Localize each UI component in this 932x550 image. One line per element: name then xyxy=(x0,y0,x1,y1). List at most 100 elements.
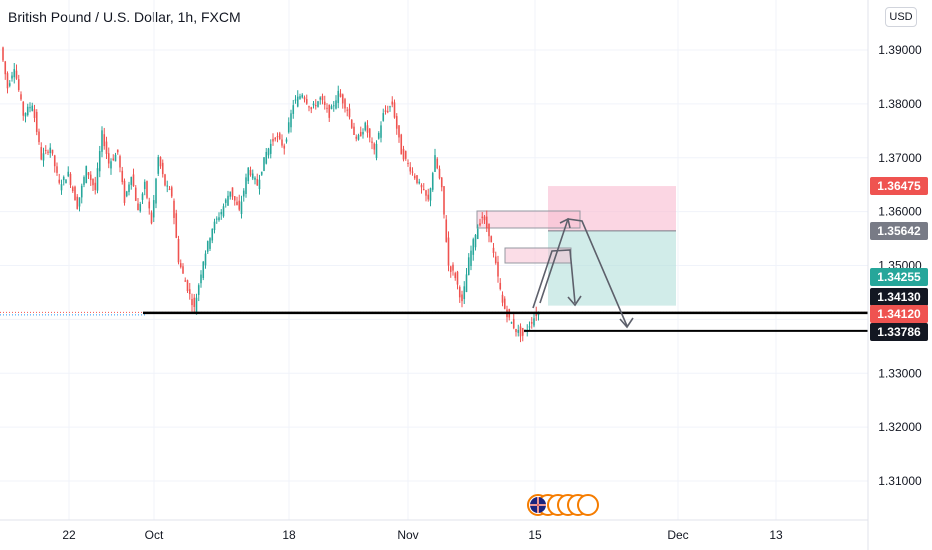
candle-body xyxy=(6,73,9,89)
candle-body xyxy=(481,216,484,218)
candle-body xyxy=(330,106,333,109)
candle-body xyxy=(395,116,398,129)
candle-body xyxy=(206,241,209,252)
drawings xyxy=(0,217,868,332)
candle-body xyxy=(425,190,427,196)
price-label-text: 1.33786 xyxy=(877,325,921,339)
candle-body xyxy=(251,173,254,179)
candle-body xyxy=(80,185,83,198)
candle-body xyxy=(139,204,142,212)
candle-body xyxy=(22,101,25,116)
candle-body xyxy=(301,94,304,98)
price-label-text: 1.34120 xyxy=(877,307,921,321)
economic-event-icon[interactable] xyxy=(577,494,599,516)
candle-body xyxy=(96,168,99,191)
grid xyxy=(0,0,868,520)
candle-body xyxy=(490,236,493,243)
candle-body xyxy=(247,167,250,182)
x-tick-label: Oct xyxy=(145,528,164,542)
candle-body xyxy=(310,107,313,110)
candles xyxy=(2,46,540,343)
candle-body xyxy=(348,108,351,118)
candle-body xyxy=(465,274,468,293)
candle-body xyxy=(2,47,4,61)
candle-body xyxy=(389,106,391,108)
candle-body xyxy=(357,135,360,140)
candle-body xyxy=(224,199,227,203)
candle-body xyxy=(159,157,162,167)
candle-body xyxy=(416,175,418,183)
position-zones xyxy=(476,186,676,306)
candle-body xyxy=(413,175,416,179)
candle-body xyxy=(238,200,241,210)
x-tick-label: 22 xyxy=(62,528,76,542)
candle-body xyxy=(191,299,193,306)
candle-body xyxy=(296,96,299,107)
candle-body xyxy=(393,102,396,118)
candle-body xyxy=(62,176,65,181)
candle-body xyxy=(182,266,184,274)
candle-body xyxy=(290,113,292,128)
y-tick-label: 1.36000 xyxy=(878,205,922,219)
candle-body xyxy=(114,154,117,162)
candle-body xyxy=(353,126,355,135)
candle-body xyxy=(452,264,454,271)
candle-body xyxy=(470,250,472,266)
candle-body xyxy=(112,158,115,160)
candle-body xyxy=(386,111,389,113)
candle-body xyxy=(278,133,281,140)
candle-body xyxy=(119,156,121,168)
candle-body xyxy=(503,298,506,309)
candle-body xyxy=(449,266,452,272)
candle-body xyxy=(258,179,261,190)
candle-body xyxy=(101,130,103,152)
candle-body xyxy=(317,101,319,107)
y-tick-label: 1.37000 xyxy=(878,151,922,165)
candle-body xyxy=(188,289,191,295)
candle-body xyxy=(292,105,295,114)
candle-body xyxy=(400,134,403,155)
candle-body xyxy=(461,294,463,302)
candle-body xyxy=(184,280,187,282)
currency-button[interactable]: USD xyxy=(885,7,917,27)
candle-body xyxy=(8,83,11,86)
price-label-badge xyxy=(870,323,928,341)
candle-body xyxy=(132,174,135,187)
candle-body xyxy=(517,329,520,333)
candle-body xyxy=(170,187,173,197)
candle-body xyxy=(485,216,488,229)
candle-body xyxy=(179,263,182,268)
candle-body xyxy=(161,162,164,175)
candle-body xyxy=(429,188,432,201)
candle-body xyxy=(166,185,169,187)
time-axis: 22 Oct 18 Nov 15 Dec 13 xyxy=(62,528,783,542)
candle-body xyxy=(305,99,308,104)
candle-body xyxy=(454,273,457,279)
candle-body xyxy=(110,161,112,169)
candle-body xyxy=(85,166,88,183)
candle-body xyxy=(299,96,301,99)
candle-body xyxy=(339,93,342,97)
candle-body xyxy=(407,162,409,164)
candle-body xyxy=(535,312,538,316)
candle-body xyxy=(303,97,306,100)
candle-body xyxy=(150,212,153,224)
price-label-badge xyxy=(870,288,928,306)
candle-body xyxy=(211,228,214,241)
candle-body xyxy=(213,221,216,231)
candle-body xyxy=(467,257,470,275)
candle-body xyxy=(87,172,90,176)
candle-body xyxy=(15,70,18,79)
projection-arrowhead xyxy=(619,317,634,329)
candle-body xyxy=(168,188,171,190)
candle-body xyxy=(402,148,405,160)
event-icons xyxy=(527,494,599,516)
candle-body xyxy=(177,239,180,263)
candle-body xyxy=(510,322,513,324)
candle-body xyxy=(497,261,499,277)
candle-body xyxy=(515,328,517,333)
candle-body xyxy=(422,188,425,190)
candle-body xyxy=(220,212,223,215)
candle-body xyxy=(431,173,434,190)
